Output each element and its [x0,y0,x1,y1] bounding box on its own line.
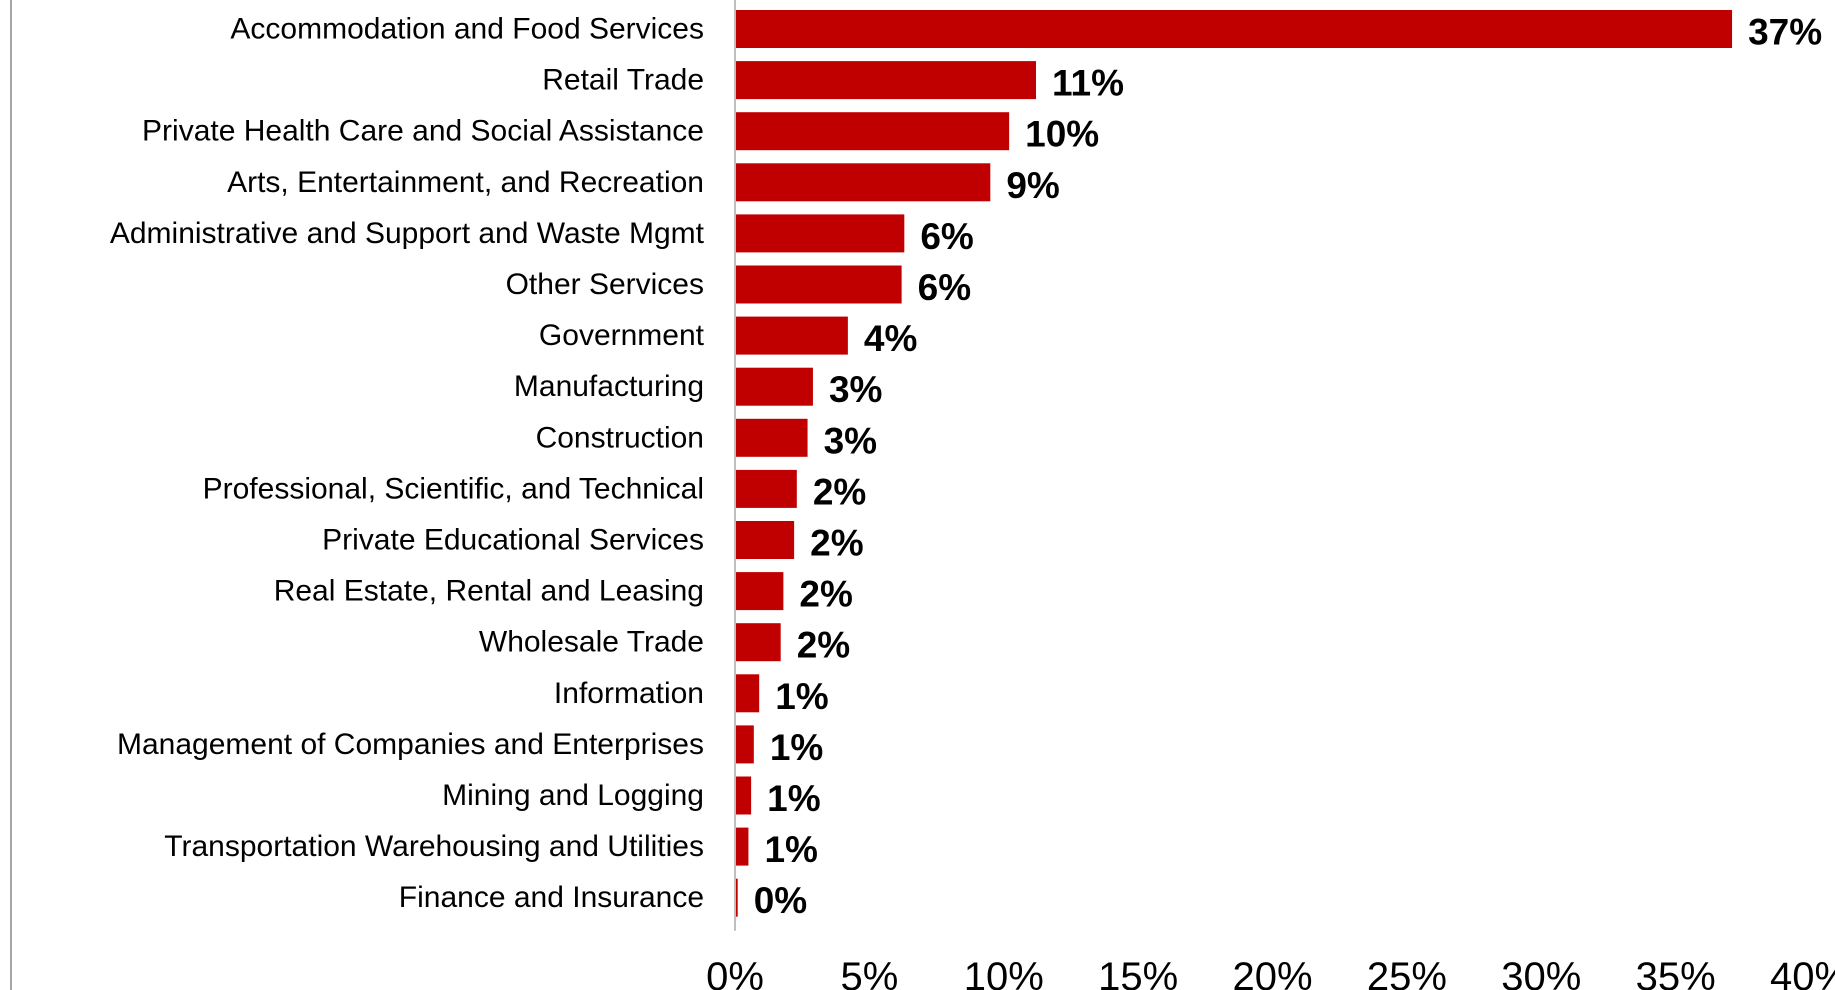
data-label: 4% [864,318,917,359]
category-label: Manufacturing [514,370,704,403]
bar [735,10,1733,48]
value-labels-layer: 37%11%10%9%6%6%4%3%3%2%2%2%2%1%1%1%1%0% [754,12,1822,922]
bar [735,418,808,457]
data-label: 1% [767,778,820,819]
x-tick-label: 5% [840,955,898,990]
data-label: 1% [770,727,823,768]
data-label: 3% [829,369,882,410]
data-label: 2% [797,625,850,666]
bar [735,623,781,662]
data-label: 0% [754,880,807,921]
category-label: Management of Companies and Enterprises [117,728,704,761]
data-label: 9% [1006,165,1059,206]
x-tick-label: 15% [1098,955,1178,990]
x-tick-label: 35% [1636,955,1716,990]
category-label: Government [539,319,705,352]
data-label: 6% [918,267,971,308]
data-label: 10% [1025,114,1099,155]
category-label: Professional, Scientific, and Technical [203,472,704,505]
x-tick-label: 0% [706,955,764,990]
bar [735,674,760,713]
category-label: Transportation Warehousing and Utilities [164,830,704,863]
data-label: 37% [1748,12,1822,53]
category-label: Wholesale Trade [479,626,704,659]
bar [735,725,754,764]
bar [735,163,991,202]
bar [735,265,902,304]
category-label: Mining and Logging [442,779,704,812]
category-label: Private Educational Services [322,524,704,557]
data-label: 2% [810,523,863,564]
category-label: Retail Trade [542,64,704,97]
category-label: Private Health Care and Social Assistanc… [142,115,704,148]
bar [735,214,905,253]
bar [735,572,784,611]
data-label: 3% [824,420,877,461]
bar [735,316,848,355]
bar [735,776,752,815]
bar [735,469,797,508]
x-tick-label: 40% [1770,955,1835,990]
bar [735,878,738,917]
data-label: 6% [920,216,973,257]
category-label: Administrative and Support and Waste Mgm… [110,217,705,250]
category-labels-layer: Accommodation and Food Services Retail Tr… [110,13,705,915]
category-label: Finance and Insurance [399,881,704,914]
category-label: Other Services [506,268,704,301]
category-label: Arts, Entertainment, and Recreation [227,166,704,199]
data-label: 1% [764,829,817,870]
x-tick-label: 25% [1367,955,1447,990]
bar [735,112,1010,151]
category-label: Information [554,677,704,710]
bars-layer [735,10,1733,917]
x-tick-label: 20% [1232,955,1312,990]
category-label: Accommodation and Food Services [230,13,704,46]
bar [735,367,813,406]
x-tick-label: 30% [1501,955,1581,990]
bar [735,521,795,559]
bar [735,827,749,866]
data-label: 2% [813,471,866,512]
data-label: 1% [775,676,828,717]
data-label: 2% [799,574,852,615]
category-label: Construction [536,421,704,454]
bar [735,61,1036,100]
category-label: Real Estate, Rental and Leasing [274,575,704,608]
x-axis-ticks-layer: 0% 5% 10% 15% 20% 25% 30% 35% 40% [706,955,1835,990]
x-tick-label: 10% [964,955,1044,990]
data-label: 11% [1052,63,1124,104]
